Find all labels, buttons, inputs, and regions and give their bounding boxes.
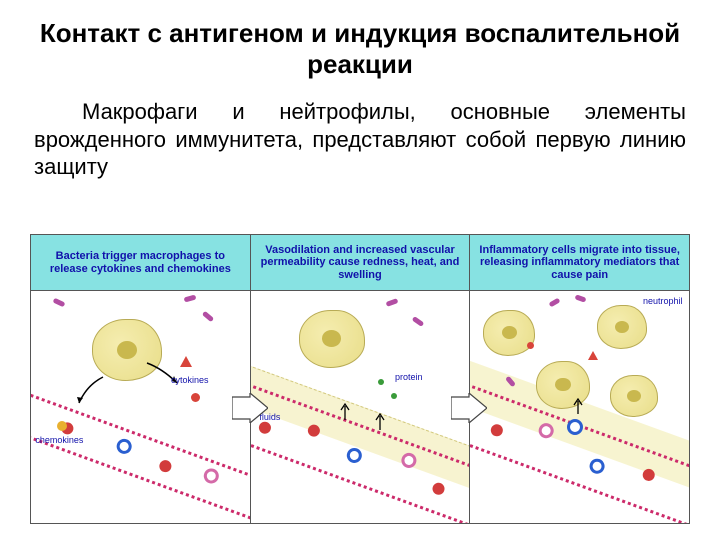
slide: Контакт с антигеном и индукция воспалите…: [0, 0, 720, 540]
leukocyte-icon: [537, 421, 556, 440]
bacteria-icon: [201, 311, 213, 323]
leukocyte-icon: [202, 466, 221, 485]
neutrophil-icon: [610, 375, 658, 417]
bacteria-icon: [412, 316, 425, 327]
panel-3-header: Inflammatory cells migrate into tissue, …: [470, 235, 689, 291]
leukocyte-icon: [115, 437, 134, 456]
rbc-icon: [158, 458, 173, 473]
rbc-icon: [306, 423, 321, 438]
blood-vessel-dilated: [251, 382, 470, 523]
leukocyte-icon: [399, 450, 418, 469]
panel-2-header: Vasodilation and increased vascular perm…: [251, 235, 470, 291]
arrow-icon: [75, 375, 111, 409]
arrow-icon: [373, 412, 387, 432]
rbc-icon: [641, 467, 656, 482]
migrating-neutrophil-icon: [567, 419, 583, 435]
arrow-icon: [338, 402, 352, 422]
flow-arrow-icon: [451, 393, 487, 423]
macrophage-icon: [299, 310, 365, 368]
bacteria-icon: [184, 294, 197, 302]
panel-1-header: Bacteria trigger macrophages to release …: [31, 235, 250, 291]
bacteria-icon: [575, 294, 587, 302]
bacteria-icon: [52, 298, 65, 308]
panel-3-body: neutrophil: [470, 291, 689, 523]
arrow-icon: [571, 398, 585, 416]
leukocyte-icon: [588, 456, 607, 475]
flow-arrow-icon: [232, 393, 268, 423]
macrophage-icon: [483, 310, 535, 356]
panel-3: Inflammatory cells migrate into tissue, …: [470, 234, 690, 524]
panel-1: Bacteria trigger macrophages to release …: [30, 234, 251, 524]
protein-icon: [378, 379, 384, 385]
slide-body-text: Макрофаги и нейтрофилы, основные элемент…: [30, 98, 690, 181]
bacteria-icon: [386, 298, 399, 307]
neutrophil-icon: [597, 305, 647, 349]
mediator-icon: [588, 351, 598, 360]
label-cytokines: cytokines: [171, 375, 209, 385]
label-protein: protein: [395, 372, 423, 382]
slide-title: Контакт с антигеном и индукция воспалите…: [30, 18, 690, 80]
bacteria-icon: [549, 298, 561, 308]
panel-2: Vasodilation and increased vascular perm…: [251, 234, 471, 524]
protein-icon: [391, 393, 397, 399]
mediator-icon: [527, 342, 534, 349]
label-neutrophil: neutrophil: [643, 296, 683, 306]
panel-2-body: protein fluids: [251, 291, 470, 523]
rbc-icon: [431, 481, 446, 496]
leukocyte-icon: [345, 445, 364, 464]
blood-vessel: [31, 391, 250, 522]
rbc-icon: [490, 422, 505, 437]
label-chemokines: chemokines: [35, 435, 83, 445]
diagram-row: Bacteria trigger macrophages to release …: [30, 234, 690, 524]
cytokine-icon: [191, 393, 200, 402]
panel-1-body: cytokines chemokines: [31, 291, 250, 523]
cytokine-icon: [180, 356, 192, 367]
